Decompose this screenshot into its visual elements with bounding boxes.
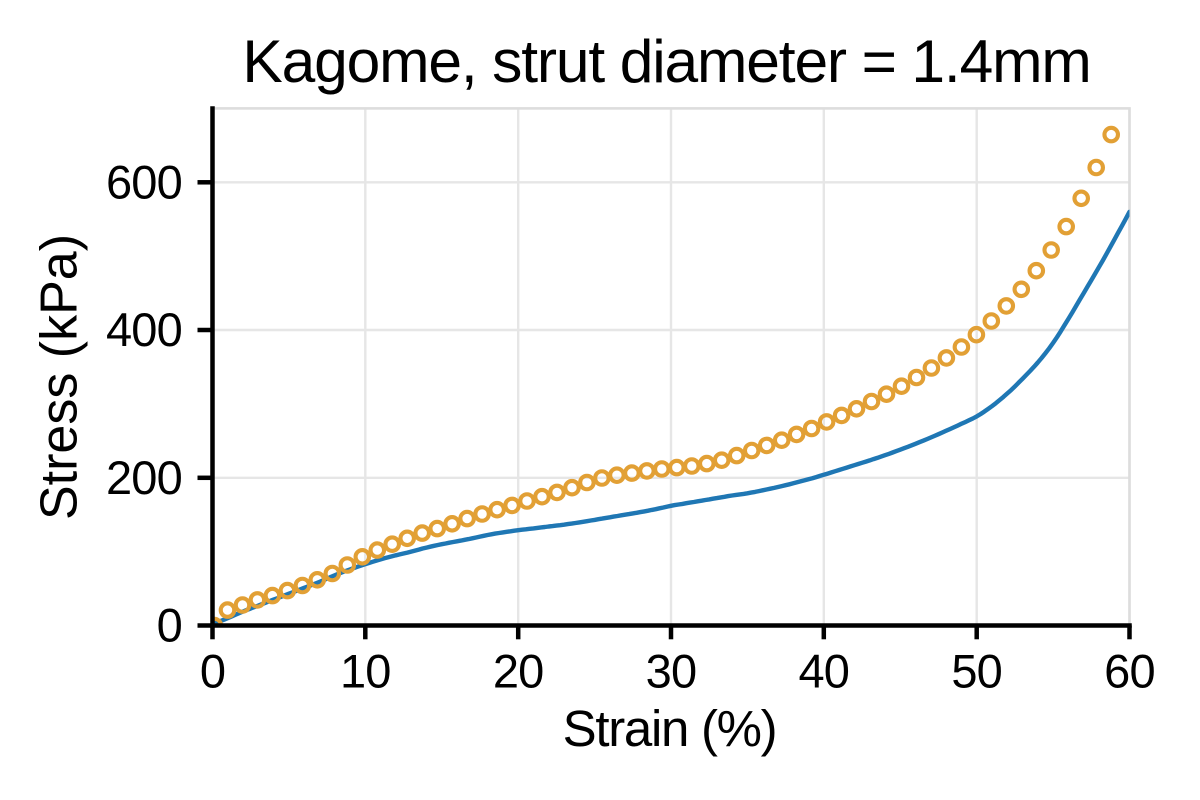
svg-text:400: 400 (106, 303, 182, 356)
svg-text:40: 40 (798, 645, 849, 698)
svg-text:60: 60 (1104, 645, 1155, 698)
svg-text:Kagome, strut diameter = 1.4mm: Kagome, strut diameter = 1.4mm (242, 27, 1090, 95)
svg-text:30: 30 (646, 645, 697, 698)
svg-text:0: 0 (200, 645, 225, 698)
svg-text:Stress (kPa): Stress (kPa) (31, 234, 89, 520)
svg-text:200: 200 (106, 451, 182, 504)
svg-text:0: 0 (157, 599, 182, 652)
svg-text:20: 20 (493, 645, 544, 698)
svg-text:50: 50 (951, 645, 1002, 698)
svg-text:10: 10 (340, 645, 391, 698)
svg-text:Strain (%): Strain (%) (563, 700, 777, 757)
svg-text:600: 600 (106, 156, 182, 209)
